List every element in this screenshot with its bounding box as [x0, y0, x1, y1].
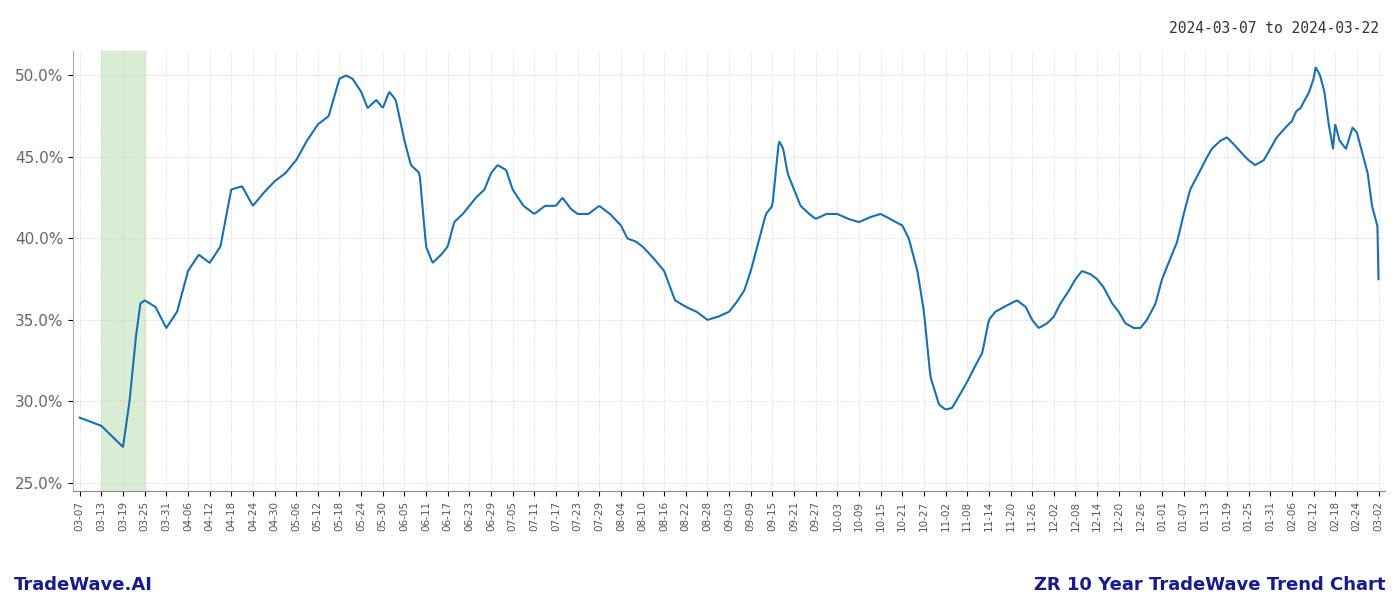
Text: ZR 10 Year TradeWave Trend Chart: ZR 10 Year TradeWave Trend Chart — [1035, 576, 1386, 594]
Text: 2024-03-07 to 2024-03-22: 2024-03-07 to 2024-03-22 — [1169, 21, 1379, 36]
Bar — [101, 51, 144, 491]
Text: TradeWave.AI: TradeWave.AI — [14, 576, 153, 594]
